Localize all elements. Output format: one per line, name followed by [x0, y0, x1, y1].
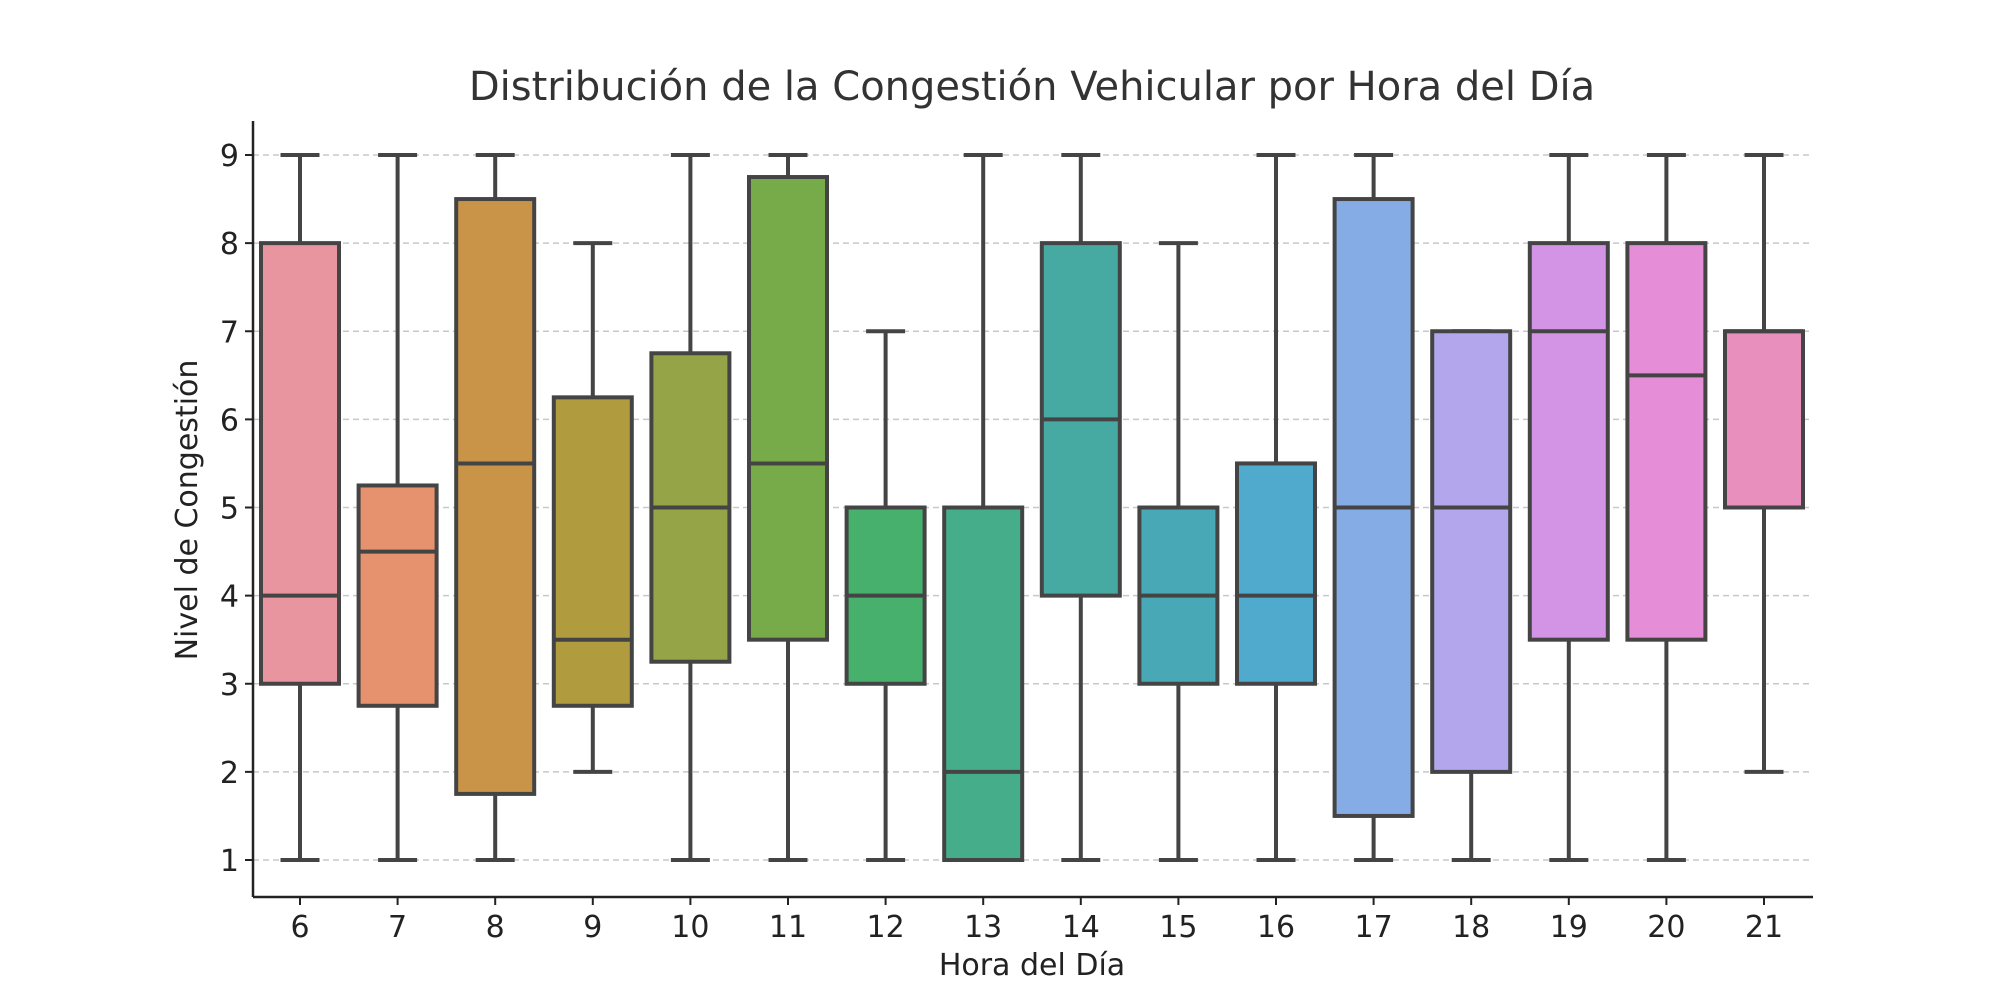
axes	[251, 121, 1813, 899]
y-tick-label: 4	[220, 580, 239, 615]
box-19	[1527, 241, 1610, 642]
y-tick-label: 5	[220, 492, 239, 527]
y-tick-label: 2	[220, 756, 239, 791]
y-tick-label: 3	[220, 668, 239, 703]
y-tick-label: 7	[220, 315, 239, 350]
x-tick-label: 14	[1062, 910, 1100, 945]
x-tick-label: 16	[1257, 910, 1295, 945]
chart-title: Distribución de la Congestión Vehicular …	[469, 64, 1595, 110]
x-tick-label: 15	[1159, 910, 1197, 945]
x-tick-label: 20	[1647, 910, 1685, 945]
x-tick-label: 10	[671, 910, 709, 945]
x-tick-label: 13	[964, 910, 1002, 945]
y-tick-label: 8	[220, 227, 239, 262]
box-20	[1625, 241, 1708, 642]
x-tick-label: 6	[290, 910, 309, 945]
x-tick-label: 19	[1550, 910, 1588, 945]
x-tick-label: 7	[388, 910, 407, 945]
x-tick-label: 18	[1452, 910, 1490, 945]
box-6	[259, 241, 341, 686]
box-8	[454, 197, 537, 796]
x-tick-label: 9	[583, 910, 602, 945]
x-tick-label: 21	[1745, 910, 1783, 945]
y-axis-label: Nivel de Congestión	[170, 360, 205, 661]
box-21	[1723, 329, 1805, 510]
x-tick-label: 17	[1355, 910, 1393, 945]
box-16	[1235, 461, 1317, 686]
x-axis-label: Hora del Día	[939, 948, 1125, 983]
x-tick-label: 12	[867, 910, 905, 945]
boxes	[259, 175, 1805, 862]
x-tick-label: 8	[486, 910, 505, 945]
x-tick-label: 11	[769, 910, 807, 945]
box-9	[551, 395, 634, 708]
y-tick-label: 6	[220, 403, 239, 438]
y-tick-label: 9	[220, 139, 239, 174]
box-7	[356, 483, 439, 708]
box-13	[942, 505, 1025, 862]
box-18	[1430, 329, 1513, 774]
y-tick-label: 1	[220, 844, 239, 879]
box-11	[747, 175, 829, 642]
